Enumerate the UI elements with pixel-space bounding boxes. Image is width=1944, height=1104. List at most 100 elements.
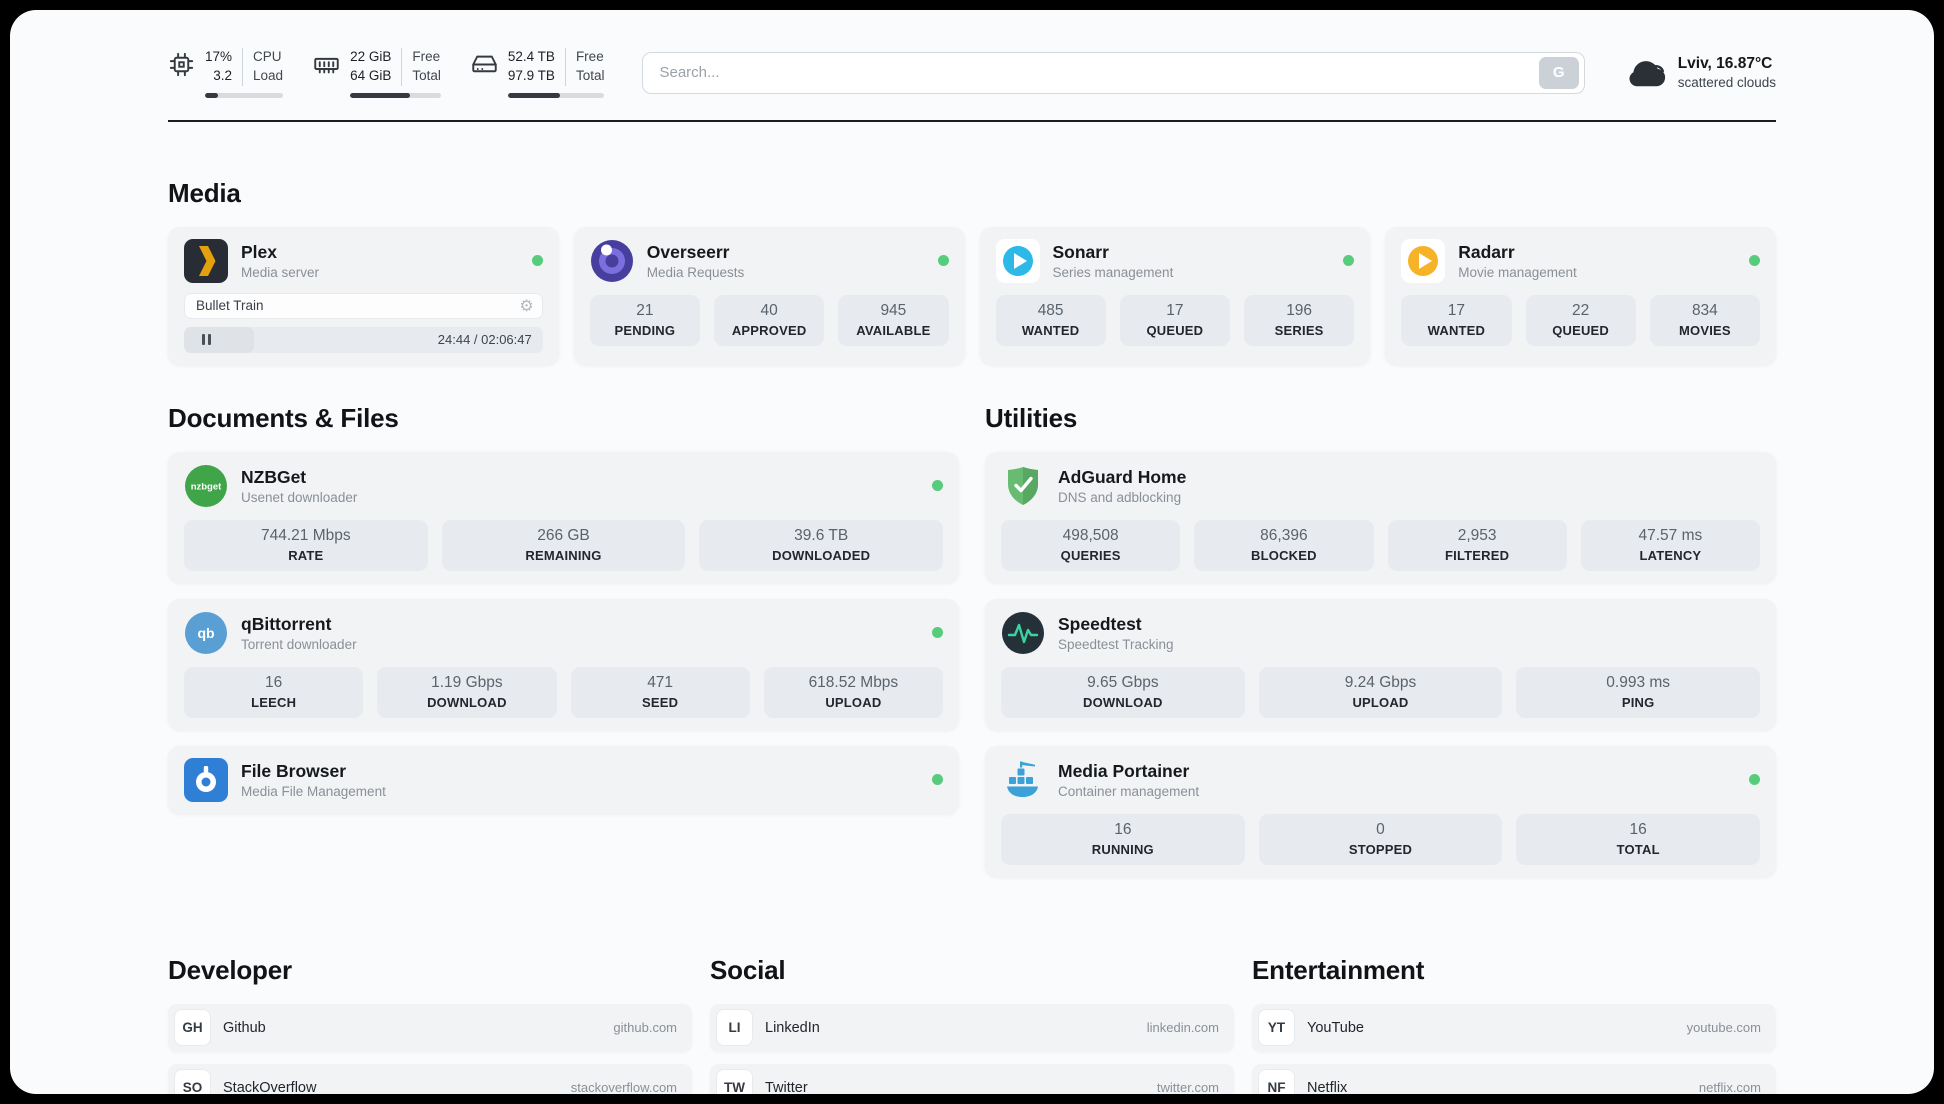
search-input[interactable] [659, 64, 1539, 82]
now-playing-title: Bullet Train [196, 298, 264, 314]
disk-label-bottom: Total [575, 67, 605, 83]
app-card-adguard[interactable]: AdGuard Home DNS and adblocking 498,508 … [985, 451, 1776, 583]
app-card-speedtest[interactable]: Speedtest Speedtest Tracking 9.65 Gbps D… [985, 598, 1776, 730]
stat-label: LEECH [251, 694, 297, 710]
bookmark-twitter[interactable]: TW Twitter twitter.com [710, 1063, 1234, 1094]
stat-label: DOWNLOADED [772, 547, 871, 563]
app-subtitle: Usenet downloader [241, 489, 358, 505]
nzbget-icon: nzbget [184, 464, 228, 508]
stat-box: 86,396 BLOCKED [1194, 519, 1374, 571]
app-subtitle: Container management [1058, 783, 1200, 799]
app-card-qbittorrent[interactable]: qb qBittorrent Torrent downloader 16 LEE… [168, 598, 959, 730]
stat-value: 744.21 Mbps [261, 526, 351, 544]
speedtest-icon [1001, 611, 1045, 655]
stat-value: 9.24 Gbps [1344, 673, 1417, 691]
bookmark-linkedin[interactable]: LI LinkedIn linkedin.com [710, 1003, 1234, 1052]
bookmark-name: YouTube [1307, 1019, 1364, 1036]
plex-icon [184, 238, 228, 283]
radarr-icon [1401, 238, 1446, 283]
stat-value: 17 [1447, 301, 1465, 319]
stat-box: 47.57 ms LATENCY [1580, 519, 1760, 571]
stat-box: 9.65 Gbps DOWNLOAD [1001, 666, 1245, 718]
sonarr-icon [995, 238, 1040, 283]
stat-box: 196 SERIES [1244, 294, 1355, 346]
app-card-portainer[interactable]: Media Portainer Container management 16 … [985, 745, 1776, 877]
memory-icon [313, 51, 340, 78]
top-bar: 17% 3.2 CPU Load [168, 48, 1776, 98]
stat-box: 21 PENDING [589, 294, 700, 346]
bookmark-stackoverflow[interactable]: SO StackOverflow stackoverflow.com [168, 1063, 692, 1094]
disk-free-value: 52.4 TB [507, 49, 555, 64]
app-subtitle: Media Requests [646, 264, 745, 280]
cpu-stat: 17% 3.2 CPU Load [168, 48, 284, 98]
stat-box: 17 WANTED [1401, 294, 1512, 346]
cpu-progress-bar [205, 92, 284, 98]
stat-value: 196 [1286, 301, 1313, 319]
bookmark-name: Twitter [765, 1079, 808, 1094]
stat-box: 618.52 Mbps UPLOAD [763, 666, 943, 718]
disk-label-top: Free [575, 49, 604, 64]
bookmark-github[interactable]: GH Github github.com [168, 1003, 692, 1052]
bookmark-abbr: TW [717, 1070, 752, 1094]
qbittorrent-icon: qb [184, 611, 228, 655]
stat-label: RATE [288, 547, 324, 563]
stat-label: TOTAL [1616, 841, 1660, 857]
bookmarks-entertainment: Entertainment YT YouTube youtube.com NF … [1252, 955, 1776, 1094]
stat-value: 0.993 ms [1606, 673, 1671, 691]
section-title-documents: Documents & Files [168, 402, 399, 433]
stat-label: QUEUED [1146, 322, 1204, 338]
app-name: Plex [241, 241, 277, 262]
stat-box: 834 MOVIES [1649, 294, 1760, 346]
section-title-entertainment: Entertainment [1252, 954, 1425, 985]
ram-label-top: Free [412, 49, 441, 64]
app-name: Overseerr [646, 241, 730, 262]
bookmark-name: LinkedIn [765, 1019, 820, 1036]
stat-label: MOVIES [1678, 322, 1731, 338]
stat-label: DOWNLOAD [1083, 694, 1163, 710]
app-subtitle: Series management [1052, 264, 1174, 280]
stat-label: STOPPED [1348, 841, 1413, 857]
stat-value: 17 [1166, 301, 1184, 319]
stat-box: 1.19 Gbps DOWNLOAD [377, 666, 557, 718]
bookmark-name: Github [223, 1019, 266, 1036]
stat-value: 22 [1572, 301, 1590, 319]
app-subtitle: Media server [241, 264, 320, 280]
section-title-utilities: Utilities [985, 402, 1078, 433]
ram-free-value: 22 GiB [350, 49, 392, 64]
stat-value: 1.19 Gbps [431, 673, 503, 691]
bookmark-netflix[interactable]: NF Netflix netflix.com [1252, 1063, 1776, 1094]
disk-total-value: 97.9 TB [507, 67, 555, 83]
bookmark-abbr: NF [1259, 1070, 1294, 1094]
pause-icon[interactable] [184, 334, 228, 346]
bookmark-url: netflix.com [1698, 1080, 1761, 1094]
search-engine-button[interactable]: G [1538, 56, 1579, 89]
dashboard-page: 17% 3.2 CPU Load [10, 10, 1934, 1094]
svg-text:qb: qb [197, 625, 214, 641]
bookmark-name: Netflix [1307, 1079, 1348, 1094]
adguard-shield-icon [1001, 464, 1045, 508]
stat-value: 16 [1629, 820, 1647, 838]
ram-stat: 22 GiB 64 GiB Free Total [313, 48, 441, 98]
app-card-radarr[interactable]: Radarr Movie management 17 WANTED 22 QUE… [1385, 226, 1776, 365]
app-name: Radarr [1458, 241, 1515, 262]
app-name: Speedtest [1058, 613, 1142, 634]
playback-time: 24:44 / 02:06:47 [437, 332, 532, 348]
stat-label: AVAILABLE [856, 322, 931, 338]
app-card-nzbget[interactable]: nzbget NZBGet Usenet downloader 744.21 M… [168, 451, 959, 583]
app-card-sonarr[interactable]: Sonarr Series management 485 WANTED 17 Q… [979, 226, 1371, 365]
app-name: Media Portainer [1058, 760, 1190, 781]
playback-seek-bar[interactable]: 24:44 / 02:06:47 [184, 326, 543, 353]
app-card-overseerr[interactable]: Overseerr Media Requests 21 PENDING 40 A… [573, 226, 965, 365]
stat-label: DOWNLOAD [427, 694, 507, 710]
stat-value: 9.65 Gbps [1087, 673, 1159, 691]
app-card-plex[interactable]: Plex Media server Bullet Train ⚙ 24:44 /… [168, 226, 559, 365]
stat-label: SEED [642, 694, 679, 710]
bookmark-youtube[interactable]: YT YouTube youtube.com [1252, 1003, 1776, 1052]
app-name: Sonarr [1052, 241, 1109, 262]
bookmark-abbr: YT [1259, 1010, 1294, 1046]
app-name: AdGuard Home [1058, 466, 1187, 487]
gear-icon[interactable]: ⚙ [519, 295, 534, 315]
app-card-filebrowser[interactable]: File Browser Media File Management [168, 745, 959, 814]
stat-box: 744.21 Mbps RATE [184, 519, 428, 571]
stat-label: QUEUED [1552, 322, 1610, 338]
